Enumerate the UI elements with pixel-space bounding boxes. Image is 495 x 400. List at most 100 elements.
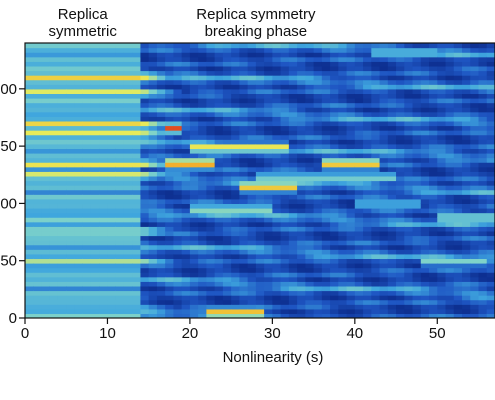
heatmap-cell	[404, 107, 414, 113]
heatmap-cell	[25, 226, 34, 232]
heatmap-cell	[189, 65, 199, 72]
heatmap-cell	[297, 93, 306, 99]
heatmap-cell	[156, 116, 166, 122]
heatmap-cell	[470, 47, 480, 53]
heatmap-cell	[57, 208, 67, 214]
heatmap-cell	[74, 212, 84, 218]
heatmap-cell	[346, 102, 356, 108]
heatmap-cell	[354, 290, 364, 296]
x-tick-label: 50	[429, 325, 446, 342]
heatmap-cell	[25, 130, 34, 136]
heatmap-cell	[445, 290, 455, 296]
heatmap-cell	[82, 143, 92, 150]
heatmap-cell	[354, 212, 364, 218]
heatmap-cell	[346, 304, 356, 310]
heatmap-cell	[470, 189, 480, 195]
heatmap-cell	[429, 198, 438, 205]
heatmap-cell	[470, 253, 480, 260]
heatmap-cell	[437, 130, 447, 136]
heatmap-cell	[198, 162, 208, 168]
heatmap-cell	[198, 217, 208, 223]
heatmap-cell	[255, 208, 265, 214]
heatmap-cell	[99, 226, 109, 232]
heatmap-cell	[222, 212, 232, 218]
heatmap-cell	[437, 116, 447, 122]
heatmap-cell	[115, 217, 125, 223]
heatmap-cell	[247, 240, 257, 246]
heatmap-cell	[239, 120, 249, 127]
heatmap-cell	[354, 180, 364, 186]
heatmap-cell	[462, 299, 471, 305]
heatmap-cell	[363, 240, 372, 246]
heatmap-cell	[99, 162, 109, 168]
heatmap-cell	[99, 230, 109, 237]
heatmap-cell	[379, 93, 389, 99]
heatmap-cell	[132, 226, 142, 232]
heatmap-cell	[181, 290, 191, 296]
heatmap-cell	[412, 171, 422, 177]
heatmap-cell	[404, 221, 414, 227]
heatmap-cell	[371, 226, 381, 232]
heatmap-cell	[396, 139, 405, 145]
heatmap-cell	[412, 267, 422, 273]
heatmap-cell	[90, 281, 100, 287]
heatmap-cell	[462, 102, 471, 108]
heatmap-cell	[82, 157, 92, 163]
heatmap-cell	[74, 240, 84, 246]
heatmap-cell	[280, 166, 290, 172]
heatmap-cell	[371, 304, 381, 310]
heatmap-cell	[99, 88, 109, 95]
heatmap-cell	[148, 43, 158, 49]
heatmap-cell	[255, 308, 265, 315]
heatmap-cell	[156, 134, 166, 140]
heatmap-cell	[313, 299, 323, 305]
heatmap-cell	[165, 107, 175, 113]
heatmap-cell	[41, 75, 51, 81]
heatmap-cell	[445, 267, 455, 273]
heatmap-cell	[214, 93, 224, 99]
heatmap-cell	[82, 235, 92, 241]
heatmap-cell	[181, 148, 191, 154]
heatmap-cell	[371, 235, 381, 241]
heatmap-cell	[115, 221, 125, 227]
heatmap-cell	[49, 290, 59, 296]
heatmap-cell	[57, 267, 67, 273]
heatmap-cell	[412, 276, 422, 282]
heatmap-cell	[387, 295, 397, 301]
heatmap-cell	[148, 56, 158, 62]
heatmap-cell	[74, 272, 84, 278]
heatmap-cell	[132, 285, 142, 292]
heatmap-cell	[321, 290, 331, 296]
heatmap-cell	[379, 235, 389, 241]
heatmap-cell	[264, 47, 273, 53]
heatmap-cell	[222, 276, 232, 282]
heatmap-cell	[173, 299, 183, 305]
heatmap-cell	[41, 226, 51, 232]
heatmap-cell	[222, 281, 232, 287]
heatmap-cell	[462, 212, 471, 218]
heatmap-cell	[66, 194, 76, 200]
heatmap-cell	[387, 281, 397, 287]
heatmap-cell	[90, 171, 100, 177]
heatmap-cell	[280, 299, 290, 305]
heatmap-cell	[255, 111, 265, 117]
heatmap-cell	[156, 125, 166, 131]
heatmap-cell	[148, 221, 158, 227]
heatmap-cell	[214, 157, 224, 163]
heatmap-cell	[272, 107, 282, 113]
heatmap-cell	[280, 107, 290, 113]
heatmap-cell	[239, 175, 249, 182]
heatmap-cell	[99, 276, 109, 282]
heatmap-cell	[66, 263, 76, 269]
heatmap-cell	[33, 295, 43, 301]
heatmap-cell	[412, 249, 422, 255]
heatmap-cell	[33, 70, 43, 76]
heatmap-cell	[297, 180, 306, 186]
heatmap-cell	[41, 285, 51, 292]
heatmap-cell	[206, 52, 216, 58]
heatmap-cell	[445, 79, 455, 85]
heatmap-cell	[33, 180, 43, 186]
heatmap-cell	[453, 98, 463, 104]
heatmap-cell	[214, 285, 224, 292]
